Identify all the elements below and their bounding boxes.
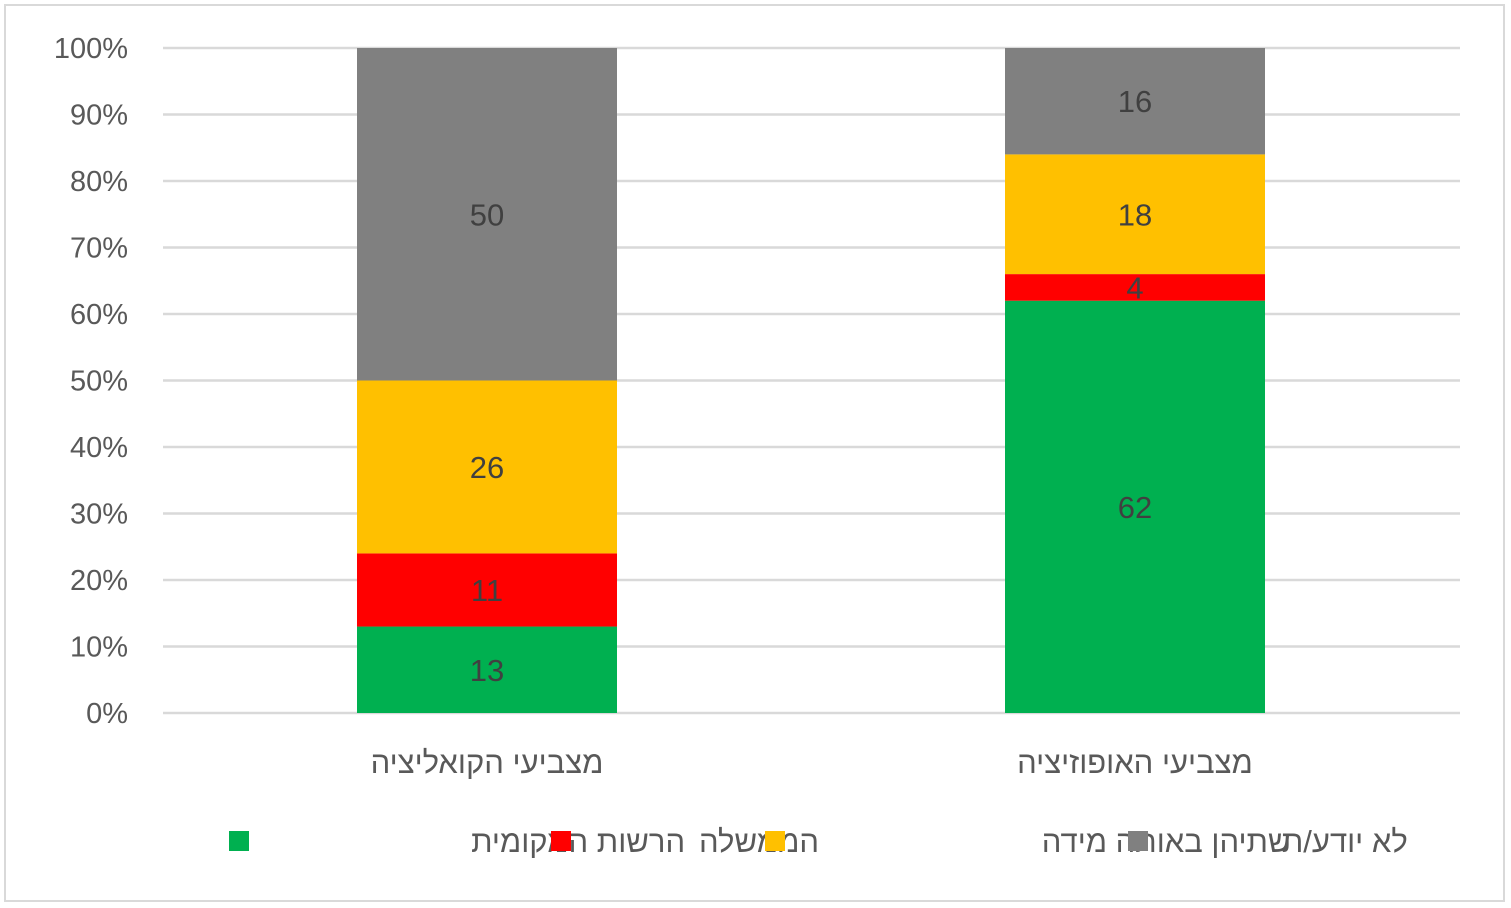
data-label: 26 bbox=[470, 450, 504, 485]
y-tick-label: 20% bbox=[70, 565, 128, 597]
chart-frame bbox=[4, 4, 1505, 902]
y-tick-label: 60% bbox=[70, 299, 128, 331]
legend-label: שתיהן באותה מידה bbox=[1042, 824, 1291, 859]
legend-label: הממשלה bbox=[699, 824, 819, 859]
legend-swatch-icon bbox=[765, 831, 785, 851]
y-tick-label: 50% bbox=[70, 366, 128, 398]
bar-segment bbox=[1005, 154, 1265, 275]
data-label: 50 bbox=[470, 197, 504, 232]
legend-swatch-icon bbox=[229, 831, 249, 851]
bar-segment bbox=[1005, 48, 1265, 155]
data-label: 16 bbox=[1118, 84, 1152, 119]
bar-segment bbox=[357, 48, 617, 381]
bar-segment bbox=[357, 380, 617, 554]
data-label: 13 bbox=[470, 653, 504, 688]
y-tick-label: 30% bbox=[70, 499, 128, 531]
category-label: מצביעי הקואליציה bbox=[371, 745, 604, 780]
legend-label: לא יודע/ת bbox=[1282, 824, 1408, 859]
bar-segment bbox=[357, 626, 617, 713]
y-tick-label: 80% bbox=[70, 166, 128, 198]
y-tick-label: 70% bbox=[70, 233, 128, 265]
bar-segment bbox=[1005, 300, 1265, 713]
legend-label: הרשות המקומית bbox=[471, 824, 685, 859]
y-tick-label: 100% bbox=[54, 33, 128, 65]
data-label: 18 bbox=[1118, 197, 1152, 232]
data-label: 11 bbox=[471, 573, 503, 608]
bar-segment bbox=[1005, 274, 1265, 301]
y-tick-label: 40% bbox=[70, 432, 128, 464]
legend-swatch-icon bbox=[1128, 831, 1148, 851]
legend-swatch-icon bbox=[551, 831, 571, 851]
y-tick-label: 10% bbox=[70, 632, 128, 664]
y-tick-label: 90% bbox=[70, 100, 128, 132]
bar-segment bbox=[357, 553, 617, 627]
category-label: מצביעי האופוזיציה bbox=[1017, 745, 1253, 780]
data-label: 4 bbox=[1126, 270, 1143, 305]
y-tick-label: 0% bbox=[86, 698, 128, 730]
data-label: 62 bbox=[1118, 490, 1152, 525]
